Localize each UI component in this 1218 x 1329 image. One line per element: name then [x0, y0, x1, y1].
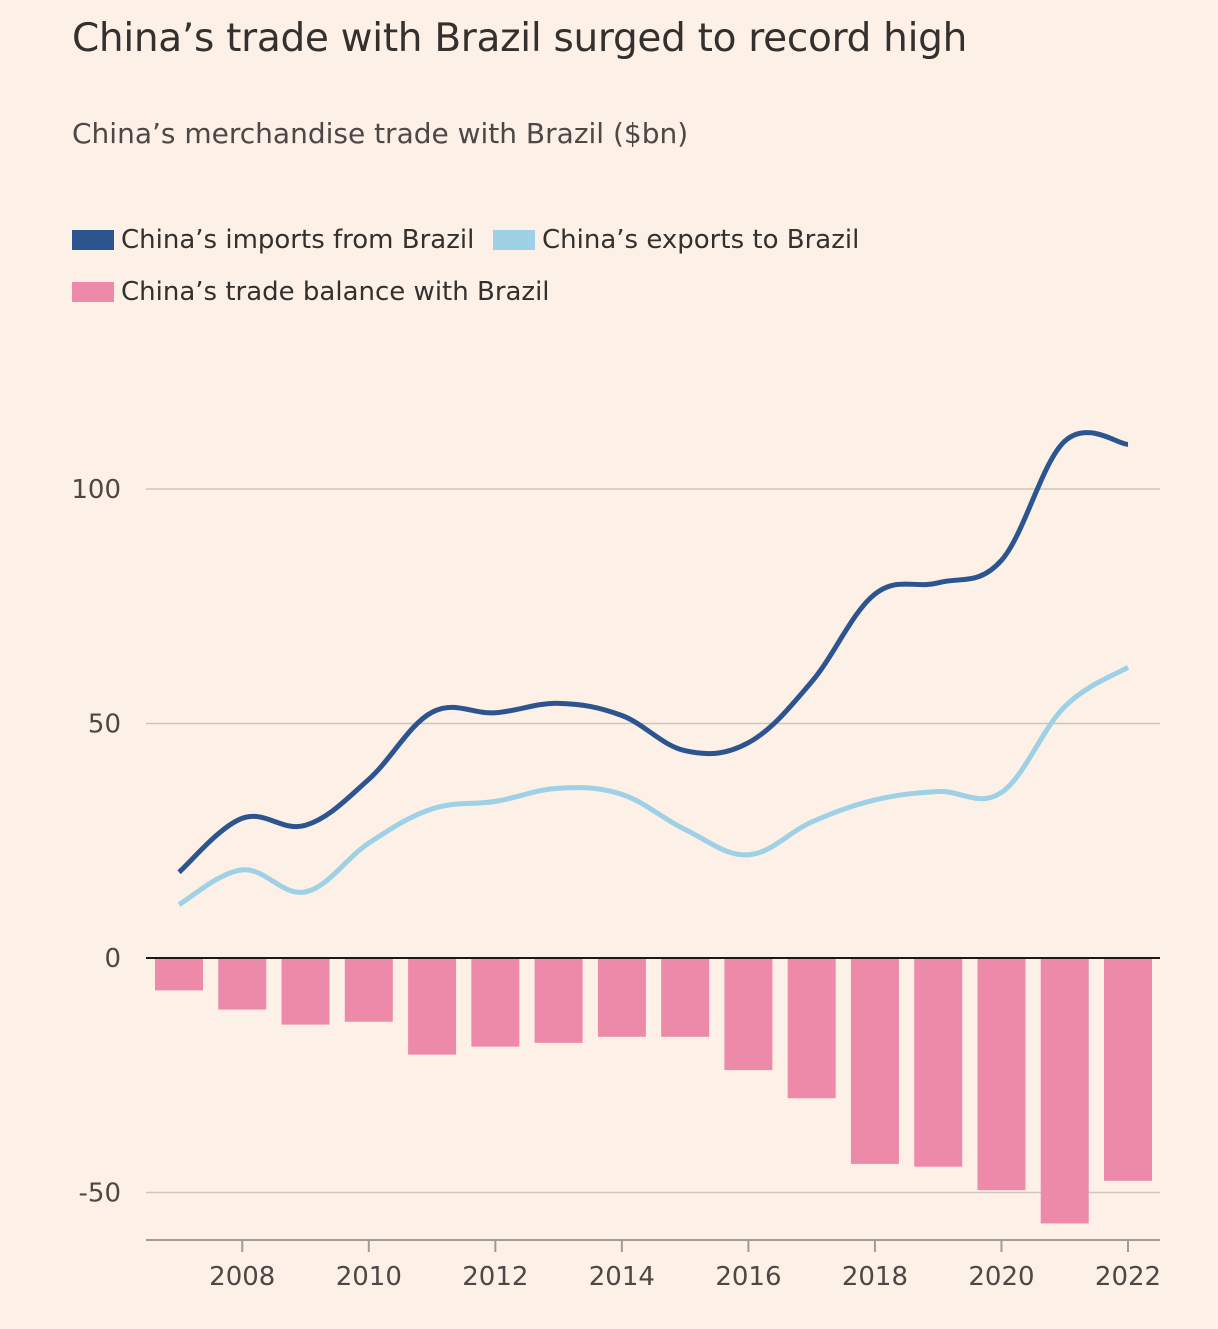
bar [977, 958, 1026, 1191]
bar [408, 958, 457, 1055]
series-line [177, 430, 1129, 875]
legend-item-exports: China’s exports to Brazil [493, 225, 859, 255]
bar [218, 958, 267, 1010]
legend-label-balance: China’s trade balance with Brazil [121, 277, 550, 307]
x-tick-label: 2014 [589, 1262, 655, 1292]
x-tick-label: 2012 [462, 1262, 528, 1292]
y-tick-label: 0 [104, 944, 121, 974]
y-tick-label: 50 [88, 710, 121, 740]
legend-label-exports: China’s exports to Brazil [542, 225, 860, 255]
bar [597, 958, 646, 1037]
chart-title: China’s trade with Brazil surged to reco… [72, 16, 967, 61]
y-tick-label: 100 [71, 475, 121, 505]
x-tick-label: 2010 [336, 1262, 402, 1292]
legend-swatch-imports [72, 230, 114, 250]
legend: China’s imports from Brazil China’s expo… [72, 225, 1172, 325]
bar [787, 958, 836, 1099]
bar [344, 958, 393, 1022]
bar [914, 958, 963, 1167]
bar [471, 958, 520, 1047]
legend-label-imports: China’s imports from Brazil [121, 225, 475, 255]
legend-swatch-balance [72, 282, 114, 302]
legend-item-balance: China’s trade balance with Brazil [72, 277, 550, 307]
bar [1040, 958, 1089, 1224]
bar [534, 958, 583, 1043]
x-tick-label: 2022 [1095, 1262, 1161, 1292]
legend-item-imports: China’s imports from Brazil [72, 225, 474, 255]
y-tick-label: -50 [79, 1179, 121, 1209]
x-tick-label: 2018 [842, 1262, 908, 1292]
bar [155, 958, 203, 991]
legend-swatch-exports [493, 230, 535, 250]
series-line [177, 665, 1130, 907]
x-tick-label: 2016 [715, 1262, 781, 1292]
bar [850, 958, 899, 1164]
x-tick-label: 2020 [968, 1262, 1034, 1292]
bar [281, 958, 330, 1025]
bar [1104, 958, 1152, 1181]
bar [724, 958, 773, 1071]
chart-subtitle: China’s merchandise trade with Brazil ($… [72, 117, 689, 150]
x-tick-label: 2008 [209, 1262, 275, 1292]
bar [661, 958, 710, 1037]
